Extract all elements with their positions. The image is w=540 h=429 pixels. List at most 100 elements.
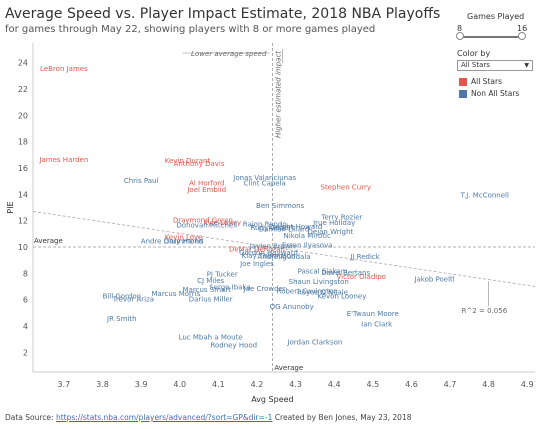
- player-point-label[interactable]: Dwight Howard: [269, 223, 323, 231]
- chart-title: Average Speed vs. Player Impact Estimate…: [5, 6, 441, 22]
- player-point-label[interactable]: Nikola Mirotic: [284, 232, 331, 240]
- player-point-label[interactable]: Jordan Clarkson: [286, 339, 342, 347]
- player-point-label[interactable]: JJ Redick: [349, 253, 380, 261]
- player-point-label[interactable]: Terry Rozier: [320, 214, 362, 222]
- player-point-label[interactable]: Ersan Ilyasova: [282, 241, 333, 249]
- x-tick-label: 4.2: [251, 380, 264, 389]
- x-tick-label: 4.5: [366, 380, 379, 389]
- legend-item-all-stars[interactable]: All Stars: [459, 77, 502, 86]
- slider-fill: [459, 36, 523, 38]
- player-point-label[interactable]: Ben Simmons: [256, 202, 305, 210]
- player-point-label[interactable]: Victor Oladipo: [337, 273, 386, 281]
- data-source-link[interactable]: https://stats.nba.com/players/advanced/?…: [55, 413, 273, 422]
- color-by-value: All Stars: [461, 61, 490, 69]
- annotation-higher-impact: Higher estimated impact: [274, 51, 282, 138]
- player-point-label[interactable]: OG Anunoby: [270, 303, 314, 311]
- y-tick-label: 10: [18, 243, 28, 252]
- player-point-label[interactable]: Rodney Hood: [210, 341, 257, 349]
- player-point-label[interactable]: Royce O'Neale: [297, 289, 348, 297]
- x-tick-label: 4.7: [444, 380, 457, 389]
- legend-label-all-stars: All Stars: [471, 77, 502, 86]
- x-tick-label: 3.9: [135, 380, 148, 389]
- y-tick-label: 4: [23, 322, 28, 331]
- player-point-label[interactable]: Darius Miller: [189, 295, 233, 303]
- player-point-label[interactable]: Gary Harris: [164, 237, 204, 245]
- player-point-label[interactable]: Stephen Curry: [321, 183, 371, 191]
- x-tick-label: 4.8: [482, 380, 495, 389]
- player-point-label[interactable]: Chris Paul: [124, 177, 159, 185]
- x-tick-label: 4.1: [212, 380, 225, 389]
- games-min-value: 8: [457, 24, 463, 33]
- player-point-label[interactable]: Draymond Green: [173, 216, 233, 224]
- player-point-label[interactable]: Jakob Poeltl: [413, 276, 454, 284]
- y-tick-label: 14: [18, 190, 28, 199]
- games-played-label: Games Played: [467, 12, 525, 21]
- player-point-label[interactable]: LeBron James: [40, 65, 88, 73]
- player-point-label[interactable]: Dejan Wright: [308, 228, 354, 236]
- player-point-label[interactable]: PJ Tucker: [207, 270, 238, 278]
- player-point-label[interactable]: Serge Ibaka: [209, 283, 251, 291]
- player-point-label[interactable]: Rudy Gobert: [250, 224, 294, 232]
- player-point-label[interactable]: Jonas Valanciunas: [232, 174, 296, 182]
- y-tick-label: 24: [18, 59, 28, 68]
- player-point-label[interactable]: James Harden: [38, 156, 88, 164]
- player-point-label[interactable]: Joel Embiid: [186, 186, 226, 194]
- slider-max-handle[interactable]: [518, 32, 526, 40]
- player-point-label[interactable]: Jrue Holiday: [312, 219, 355, 227]
- player-point-label[interactable]: Joe Ingles: [239, 260, 274, 268]
- player-point-label[interactable]: Al Horford: [189, 179, 224, 187]
- player-point-label[interactable]: Rajon Rondo: [243, 220, 287, 228]
- player-point-label[interactable]: Trevor Ariza: [112, 295, 154, 303]
- footer-credit: Created by Ben Jones, May 23, 2018: [274, 413, 412, 422]
- chart-subtitle: for games through May 22, showing player…: [5, 24, 376, 35]
- player-point-label[interactable]: CJ Miles: [197, 277, 224, 285]
- player-point-label[interactable]: Jaylen Brown: [249, 243, 295, 251]
- player-point-label[interactable]: DeMar DeRozan: [229, 245, 285, 253]
- player-point-label[interactable]: Marcus Smart: [183, 286, 232, 294]
- player-point-label[interactable]: Shaun Livingston: [289, 278, 349, 286]
- games-played-slider[interactable]: [456, 32, 526, 40]
- legend-swatch-all-stars: [459, 78, 467, 86]
- y-tick-label: 18: [18, 138, 28, 147]
- player-point-label[interactable]: Davis Bertans: [321, 269, 370, 277]
- player-point-label[interactable]: T.J. McConnell: [460, 191, 509, 199]
- player-point-label[interactable]: Pascal Siakam: [298, 268, 348, 276]
- player-point-label[interactable]: Gordon Hayward: [239, 249, 298, 257]
- player-point-label[interactable]: Kevin Durant: [165, 157, 211, 165]
- r-squared-label: R^2 = 0.056: [462, 307, 508, 315]
- player-point-label[interactable]: Clint Capela: [244, 179, 286, 187]
- player-point-label[interactable]: Jae Crowder: [243, 285, 286, 293]
- player-point-label[interactable]: Robert Covington: [277, 287, 338, 295]
- player-point-label[interactable]: Damian Lillard: [259, 226, 310, 234]
- color-by-select[interactable]: All Stars ▼: [457, 60, 533, 71]
- player-point-label[interactable]: Donovan Mitchell: [176, 222, 237, 230]
- legend-item-non-all-stars[interactable]: Non All Stars: [459, 89, 519, 98]
- y-tick-label: 8: [23, 269, 28, 278]
- x-tick-label: 3.7: [58, 380, 71, 389]
- player-point-label[interactable]: Bill Gordon: [103, 293, 142, 301]
- player-point-label[interactable]: Luc Mbah a Moute: [179, 333, 243, 341]
- slider-min-handle[interactable]: [456, 32, 464, 40]
- y-axis-title: PIE: [6, 201, 15, 213]
- annotation-lower-speed: Lower average speed: [191, 50, 267, 58]
- player-point-label[interactable]: JR Smith: [106, 315, 137, 323]
- player-point-label[interactable]: Andre Iguodala: [257, 253, 310, 261]
- player-point-label[interactable]: E'Twaun Moore: [347, 310, 399, 318]
- player-point-label[interactable]: Andre Drummond: [141, 237, 203, 245]
- legend-swatch-non-all-stars: [459, 90, 467, 98]
- player-point-label[interactable]: Marcus Morris: [151, 290, 200, 298]
- player-point-label[interactable]: Anthony Davis: [174, 160, 225, 168]
- y-tick-label: 6: [23, 296, 28, 305]
- player-point-label[interactable]: Kevin Love: [165, 233, 203, 241]
- player-point-label[interactable]: Klay Thompson: [242, 252, 296, 260]
- trend-line: [32, 211, 536, 287]
- color-by-label: Color by: [457, 49, 491, 58]
- player-point-label[interactable]: Kyle Lowry: [203, 219, 241, 227]
- marks-layer: LeBron James James Harden Kevin DurantAnth…: [38, 65, 509, 349]
- chevron-down-icon: ▼: [524, 62, 529, 69]
- player-point-label[interactable]: Kevon Looney: [317, 293, 366, 301]
- player-point-label[interactable]: Ian Clark: [361, 320, 393, 328]
- x-tick-label: 4.4: [328, 380, 341, 389]
- x-tick-label: 4.9: [521, 380, 534, 389]
